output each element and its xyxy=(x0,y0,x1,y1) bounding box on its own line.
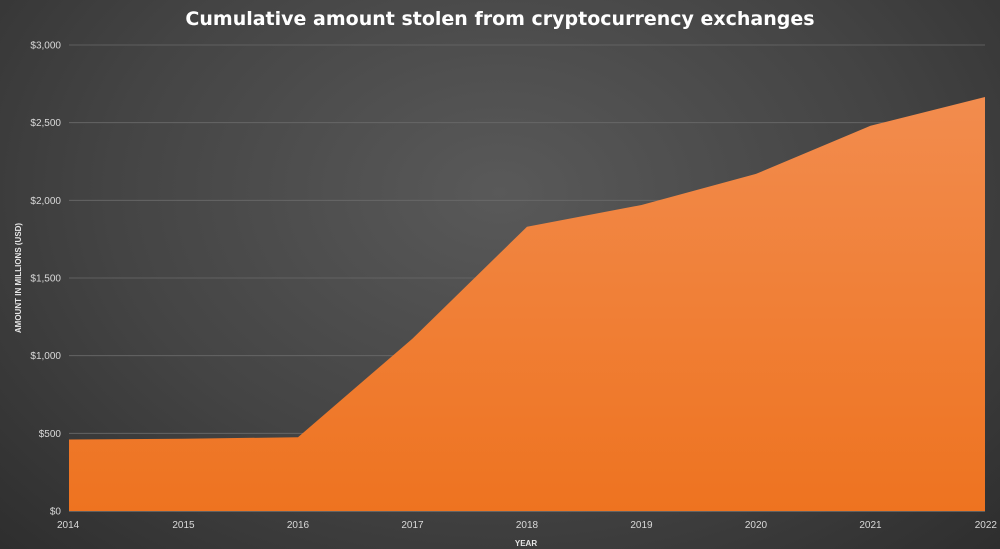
y-axis-label: AMOUNT IN MILLIONS (USD) xyxy=(14,223,23,334)
chart-title: Cumulative amount stolen from cryptocurr… xyxy=(185,8,814,30)
y-tick-label: $2,500 xyxy=(30,118,61,129)
x-tick-label: 2016 xyxy=(287,520,310,531)
y-tick-label: $3,000 xyxy=(30,41,61,52)
x-tick-label: 2015 xyxy=(172,520,195,531)
x-tick-label: 2022 xyxy=(975,520,998,531)
y-tick-label: $500 xyxy=(39,429,62,440)
x-tick-label: 2014 xyxy=(57,520,80,531)
x-tick-label: 2020 xyxy=(745,520,768,531)
area-series xyxy=(69,97,985,511)
y-tick-label: $1,000 xyxy=(30,351,61,362)
y-tick-label: $0 xyxy=(50,507,62,518)
x-axis-label: YEAR xyxy=(515,539,537,548)
x-tick-label: 2021 xyxy=(859,520,882,531)
y-tick-label: $2,000 xyxy=(30,196,61,207)
x-tick-label: 2019 xyxy=(630,520,653,531)
x-axis-ticks: 2014 2015 2016 2017 2018 2019 2020 2021 2022 xyxy=(57,520,997,531)
y-axis-ticks: $0 $500 $1,000 $1,500 $2,000 $2,500 $3,000 xyxy=(30,41,61,518)
y-tick-label: $1,500 xyxy=(30,274,61,285)
area-fill xyxy=(69,97,985,511)
x-tick-label: 2017 xyxy=(401,520,424,531)
x-tick-label: 2018 xyxy=(516,520,539,531)
